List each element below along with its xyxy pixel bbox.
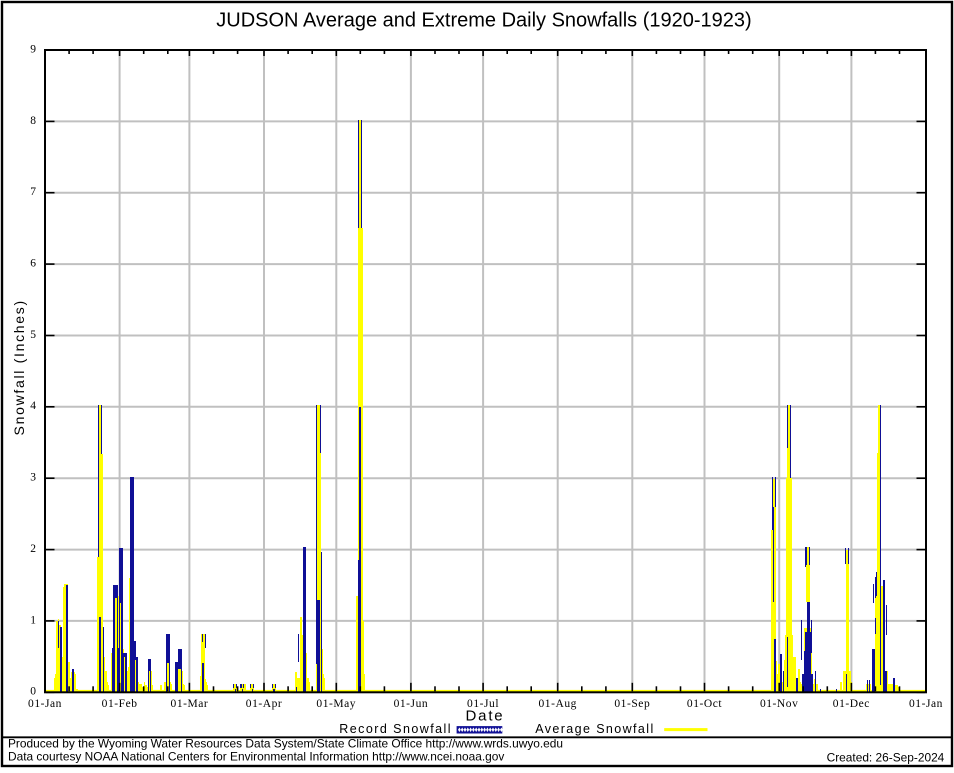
svg-text:Average Snowfall: Average Snowfall (535, 722, 654, 736)
svg-text:01-Sep: 01-Sep (614, 698, 650, 710)
svg-text:01-Mar: 01-Mar (171, 698, 209, 710)
svg-text:01-Aug: 01-Aug (538, 698, 576, 710)
svg-text:01-Dec: 01-Dec (833, 698, 870, 710)
svg-text:Produced by the Wyoming Water: Produced by the Wyoming Water Resources … (8, 737, 563, 751)
svg-text:01-Jan: 01-Jan (909, 698, 943, 710)
svg-text:01-Apr: 01-Apr (246, 698, 283, 710)
svg-text:9: 9 (30, 43, 36, 55)
svg-text:Record Snowfall: Record Snowfall (339, 722, 452, 736)
svg-text:JUDSON Average and Extreme Dai: JUDSON Average and Extreme Daily Snowfal… (216, 9, 751, 31)
svg-text:6: 6 (30, 257, 36, 269)
svg-text:Data courtesy NOAA National Ce: Data courtesy NOAA National Centers for … (8, 750, 504, 764)
svg-text:01-May: 01-May (316, 698, 356, 710)
svg-text:01-Feb: 01-Feb (102, 698, 138, 710)
svg-text:7: 7 (30, 186, 36, 198)
svg-text:01-Nov: 01-Nov (760, 698, 798, 710)
svg-text:01-Jan: 01-Jan (28, 698, 62, 710)
svg-text:Snowfall (Inches): Snowfall (Inches) (11, 299, 27, 435)
svg-text:1: 1 (30, 614, 36, 626)
svg-text:5: 5 (30, 329, 36, 341)
svg-text:01-Jul: 01-Jul (467, 698, 499, 710)
svg-text:3: 3 (30, 472, 36, 484)
svg-text:0: 0 (30, 686, 36, 698)
svg-text:Created: 26-Sep-2024: Created: 26-Sep-2024 (827, 750, 945, 764)
svg-text:Date: Date (466, 707, 505, 724)
svg-text:01-Jun: 01-Jun (394, 698, 429, 710)
svg-text:2: 2 (30, 543, 36, 555)
svg-text:4: 4 (30, 400, 36, 412)
svg-text:8: 8 (30, 115, 36, 127)
svg-text:01-Oct: 01-Oct (687, 698, 722, 710)
